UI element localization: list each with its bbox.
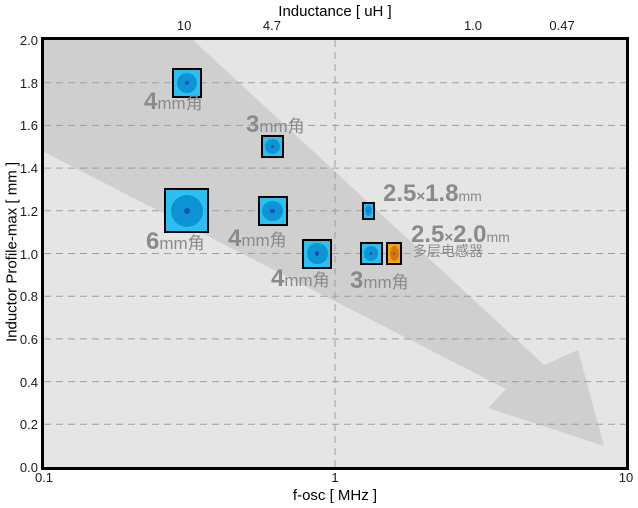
label-segment: mm [458,188,482,204]
label-segment: 4 [271,265,285,292]
label-wound-6mm-1p2: 6mm角 [146,229,205,254]
plot-background [44,40,626,467]
profile-tick-label: 2.0 [19,33,38,48]
marker-wound-4mm-1p0 [302,238,333,269]
label-segment: mm角 [157,94,203,113]
label-segment: mm角 [241,231,287,250]
profile-tick-label: 0.4 [19,374,38,390]
profile-tick-label: 1.4 [19,161,38,177]
profile-tick-label: 1.0 [19,246,38,262]
label-segment: 3 [246,111,260,138]
marker-multilayer-2p5x2p0 [386,242,403,265]
winding-icon [363,246,379,261]
core-dot-icon [271,145,274,149]
label-segment: 4 [144,88,158,115]
marker-wound-4mm-1p8 [171,67,202,98]
profile-tick-label: 1.8 [19,75,38,91]
marker-wound-3mm-1p0 [359,242,383,265]
label-segment: mm角 [284,271,330,290]
label-segment: 6 [146,228,160,255]
inductance-axis-title: Inductance [ uH ] [278,3,392,20]
core-dot-icon [183,207,191,214]
label-segment: 4 [228,225,242,252]
core-dot-icon [184,80,189,85]
label-wound-2p5x1p8: 2.5×1.8mm [383,181,482,206]
label-segment: mm角 [159,234,205,253]
label-wound-3mm-1p5: 3mm角 [246,112,305,137]
label-segment: 2.0 [453,221,487,248]
marker-wound-2p5x1p8 [361,201,375,220]
label-segment: × [416,188,426,205]
marker-wound-6mm-1p2 [164,188,210,234]
core-dot-icon [315,251,320,256]
inductance-tick-label: 0.47 [549,18,575,33]
inductance-tick-label: 10 [176,18,192,33]
label-segment: mm角 [363,273,409,292]
core-dot-icon [369,252,373,255]
fosc-axis-title: f-osc [ MHz ] [292,487,378,504]
profile-tick-label: 1.2 [19,203,38,219]
label-segment: × [444,229,454,246]
label-segment: 1.8 [425,180,459,207]
profile-tick-label: 0.6 [19,331,38,347]
winding-icon [389,246,400,261]
core-dot-icon [270,208,275,213]
winding-icon [307,243,328,264]
profile-tick-label: 0.2 [19,417,38,433]
profile-tick-label: 0.8 [19,289,38,305]
inductance-tick-label: 1.0 [463,18,483,33]
marker-wound-4mm-1p2 [257,195,288,226]
winding-icon [176,72,198,93]
core-dot-icon [393,252,396,255]
label-segment: mm [486,229,510,245]
winding-icon [364,205,372,217]
label-wound-4mm-1p8: 4mm角 [144,89,203,114]
winding-icon [170,194,203,227]
label-wound-4mm-1p0: 4mm角 [271,266,330,291]
label-segment: 3 [350,267,364,294]
plot-area: 4mm角 3mm角 6mm角 4mm角 4mm角 2.5×1.8mm 3mm角 2.5×2.0… [41,37,629,470]
fosc-tick-label: 0.1 [34,470,54,485]
label-segment: 2.5 [411,221,445,248]
label-segment: mm角 [259,117,305,136]
marker-wound-3mm-1p5 [261,135,285,159]
label-wound-3mm-1p0: 3mm角 [350,268,409,293]
profile-tick-label: 1.6 [19,118,38,134]
core-dot-icon [367,209,369,212]
label-segment: 2.5 [383,180,417,207]
fosc-tick-label: 1 [331,470,339,485]
gridlines [44,40,626,467]
fosc-tick-label: 10 [618,470,634,485]
label-multilayer-2p5x2p0: 2.5×2.0mm [411,222,510,247]
winding-icon [265,139,280,155]
sublabel-multilayer-2p5x2p0: 多层电感器 [413,243,483,259]
inductance-tick-label: 4.7 [262,18,281,33]
profile-tick-label: 0.0 [19,460,38,475]
winding-icon [262,200,283,221]
label-wound-4mm-1p2: 4mm角 [228,226,287,251]
